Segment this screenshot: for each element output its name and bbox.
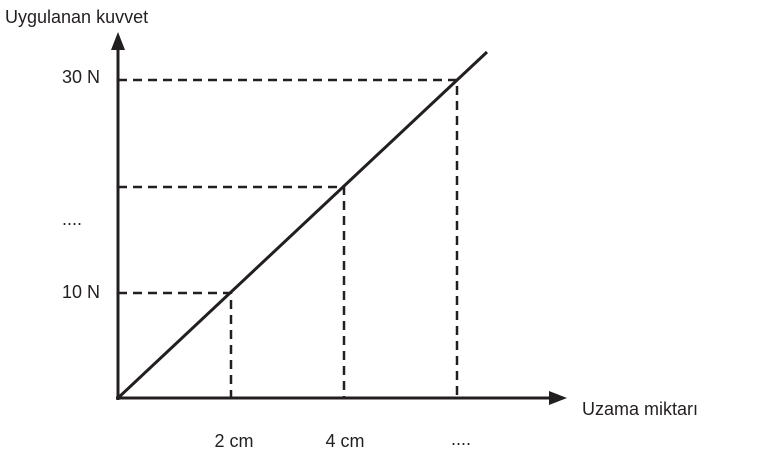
x-tick-label: .... — [451, 429, 471, 449]
guide-10n — [118, 291, 233, 398]
x-axis-arrow — [549, 391, 567, 405]
y-tick-label: .... — [62, 209, 82, 229]
y-tick-label: 30 N — [62, 67, 100, 87]
y-axis-arrow — [111, 32, 125, 50]
x-axis-label: Uzama miktarı — [582, 399, 698, 419]
guide-middle — [118, 185, 346, 398]
graph-line — [116, 50, 489, 400]
x-tick-label: 4 cm — [325, 431, 364, 451]
y-axis-label: Uygulanan kuvvet — [5, 7, 148, 27]
x-tick-label: 2 cm — [214, 431, 253, 451]
y-tick-label: 10 N — [62, 282, 100, 302]
guide-30n — [118, 78, 459, 398]
